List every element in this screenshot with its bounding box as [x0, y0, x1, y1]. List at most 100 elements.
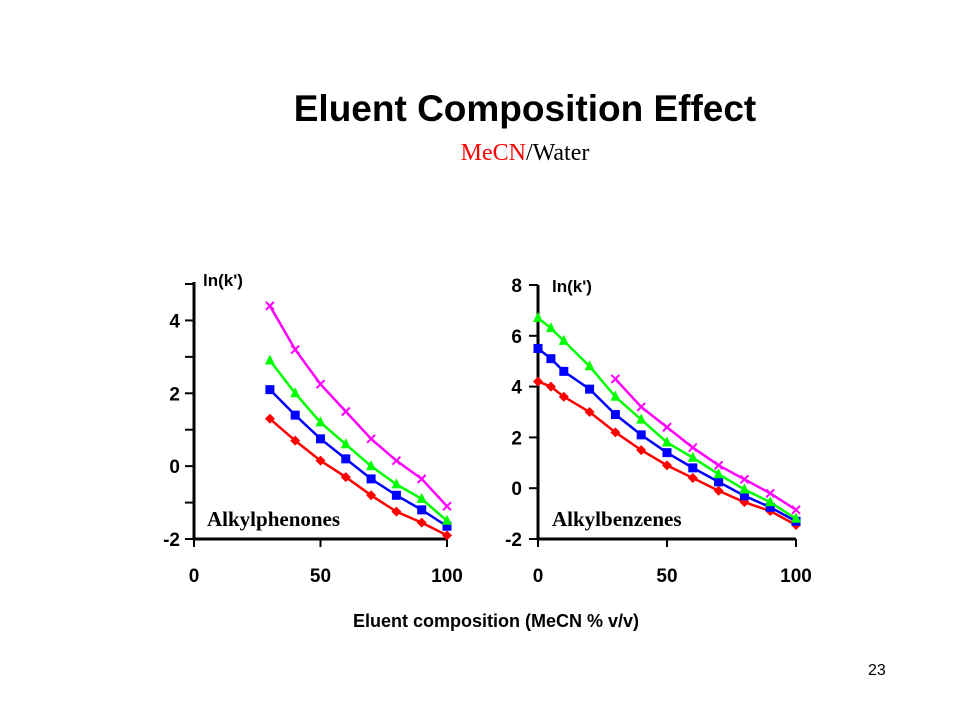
data-point: [610, 374, 621, 384]
x-tick-label: 0: [189, 566, 200, 587]
data-point: [341, 406, 351, 417]
series-line-triangle: [268, 359, 448, 522]
data-point: [366, 460, 377, 471]
data-point-stroke: [791, 505, 801, 515]
y-tick-label: 4: [169, 311, 180, 332]
data-point: [290, 410, 300, 420]
data-point: [558, 334, 569, 345]
data-point: [442, 530, 452, 541]
y-tick-label: -2: [163, 530, 180, 551]
data-point: [739, 474, 750, 485]
data-point-stroke: [662, 422, 672, 432]
data-point: [340, 438, 351, 449]
data-point: [290, 435, 301, 446]
data-point: [264, 354, 275, 365]
data-point: [584, 407, 595, 417]
data-point: [533, 376, 543, 387]
data-point: [316, 434, 325, 444]
data-point: [315, 455, 326, 466]
data-point-stroke: [688, 442, 698, 453]
y-tick-label: 2: [511, 428, 522, 449]
data-point: [340, 472, 351, 483]
data-point-stroke: [416, 474, 427, 484]
data-point: [739, 483, 750, 494]
data-point: [442, 501, 452, 511]
data-point: [417, 505, 427, 515]
data-point: [687, 473, 698, 484]
data-point: [662, 422, 672, 432]
data-point: [714, 477, 724, 487]
data-point-stroke: [315, 379, 326, 389]
data-point: [442, 521, 452, 531]
x-tick-label: 50: [310, 566, 331, 587]
data-point-stroke: [765, 488, 775, 498]
data-point-stroke: [713, 460, 724, 471]
x-axis-label: Eluent composition (MeCN % v/v): [353, 611, 639, 631]
data-point-stroke: [391, 455, 402, 466]
data-point: [366, 434, 376, 444]
subtitle-water: /Water: [525, 140, 590, 166]
page-number: 23: [868, 662, 886, 679]
y-tick-label: 0: [511, 479, 522, 500]
data-point: [391, 490, 401, 500]
data-point: [265, 385, 275, 395]
data-point: [416, 517, 427, 528]
data-point-stroke: [610, 374, 621, 384]
data-point: [391, 455, 402, 466]
data-point: [290, 387, 301, 398]
series-line-x: [268, 305, 448, 508]
data-point-stroke: [442, 501, 452, 511]
series-line-triangle: [537, 317, 797, 520]
data-point: [366, 490, 377, 501]
y-tick-label: 0: [169, 457, 180, 478]
data-point: [545, 381, 556, 392]
y-tick-label: 8: [511, 276, 522, 297]
y-axis-label: ln(k'): [203, 271, 243, 290]
data-point-stroke: [341, 406, 351, 417]
series-line-x: [614, 378, 797, 511]
data-point: [791, 512, 801, 523]
data-point: [765, 488, 775, 498]
data-point-stroke: [739, 474, 750, 485]
data-point: [265, 301, 275, 311]
data-point: [687, 451, 698, 462]
data-point: [662, 436, 672, 447]
data-point: [416, 474, 427, 484]
data-point: [391, 478, 402, 489]
x-tick-label: 50: [656, 566, 677, 587]
y-axis-label: ln(k'): [552, 277, 592, 296]
data-point: [315, 416, 326, 427]
panel-label: Alkylphenones: [207, 507, 340, 531]
data-point: [688, 463, 698, 473]
x-tick-label: 0: [533, 566, 544, 587]
data-point-stroke: [265, 301, 275, 311]
y-tick-label: 4: [511, 378, 522, 399]
data-point: [636, 430, 646, 440]
data-point: [636, 402, 646, 412]
data-point: [636, 445, 647, 456]
data-point-stroke: [290, 344, 300, 355]
slide-subtitle: MeCN/Water: [0, 140, 960, 167]
data-point: [713, 460, 724, 471]
data-point: [713, 468, 724, 479]
data-point: [713, 485, 724, 496]
data-point: [416, 492, 427, 503]
data-point: [765, 496, 776, 507]
data-point: [739, 491, 749, 501]
x-tick-label: 100: [431, 566, 463, 587]
data-point: [366, 474, 376, 484]
series-line-diamond: [269, 417, 448, 537]
data-point: [636, 413, 647, 424]
y-tick-label: -2: [505, 530, 522, 551]
chart-panel-2: -2 0 2 4 6 8 0 50 100 ln(k') Alkylbenzenes: [505, 276, 812, 587]
data-point: [662, 460, 672, 471]
data-point: [533, 344, 543, 353]
data-point: [765, 502, 775, 512]
data-point: [546, 354, 556, 364]
data-point: [584, 360, 595, 371]
data-point: [585, 384, 595, 394]
data-point: [290, 344, 300, 355]
data-point-stroke: [636, 402, 646, 412]
data-point: [533, 312, 543, 323]
